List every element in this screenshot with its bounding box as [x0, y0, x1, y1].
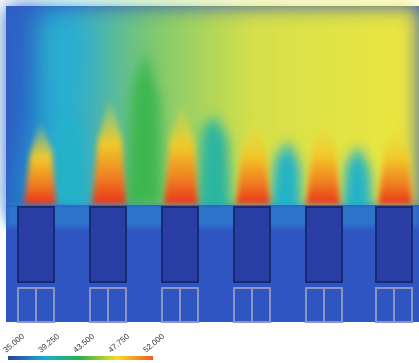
block-1 [17, 206, 55, 283]
block-3 [161, 206, 199, 283]
block-6 [375, 206, 413, 283]
cool-channels [50, 50, 374, 225]
plume-6 [378, 120, 412, 205]
colorbar-tick-1: 35.000 [2, 332, 27, 355]
hot-plumes [24, 95, 412, 205]
plume-4 [236, 115, 270, 205]
colorbar-tick-4: 47.750 [107, 332, 132, 355]
plume-3 [164, 100, 198, 205]
heat-blocks [17, 206, 413, 283]
block-4 [233, 206, 271, 283]
field-panel [6, 6, 419, 323]
lower-zone [6, 205, 419, 322]
colorbar-tick-2: 39.250 [37, 332, 62, 355]
plume-2 [92, 95, 126, 205]
block-5 [305, 206, 343, 283]
plume-5 [306, 115, 340, 205]
base-grid [17, 287, 413, 323]
colorbar-gradient [8, 356, 153, 360]
block-2 [89, 206, 127, 283]
colorbar-tick-5: 52.000 [142, 332, 167, 355]
plume-1 [24, 120, 56, 205]
colorbar-legend: 35.000 39.250 43.500 47.750 52.000 [2, 332, 167, 360]
colorbar-tick-3: 43.500 [72, 332, 97, 355]
